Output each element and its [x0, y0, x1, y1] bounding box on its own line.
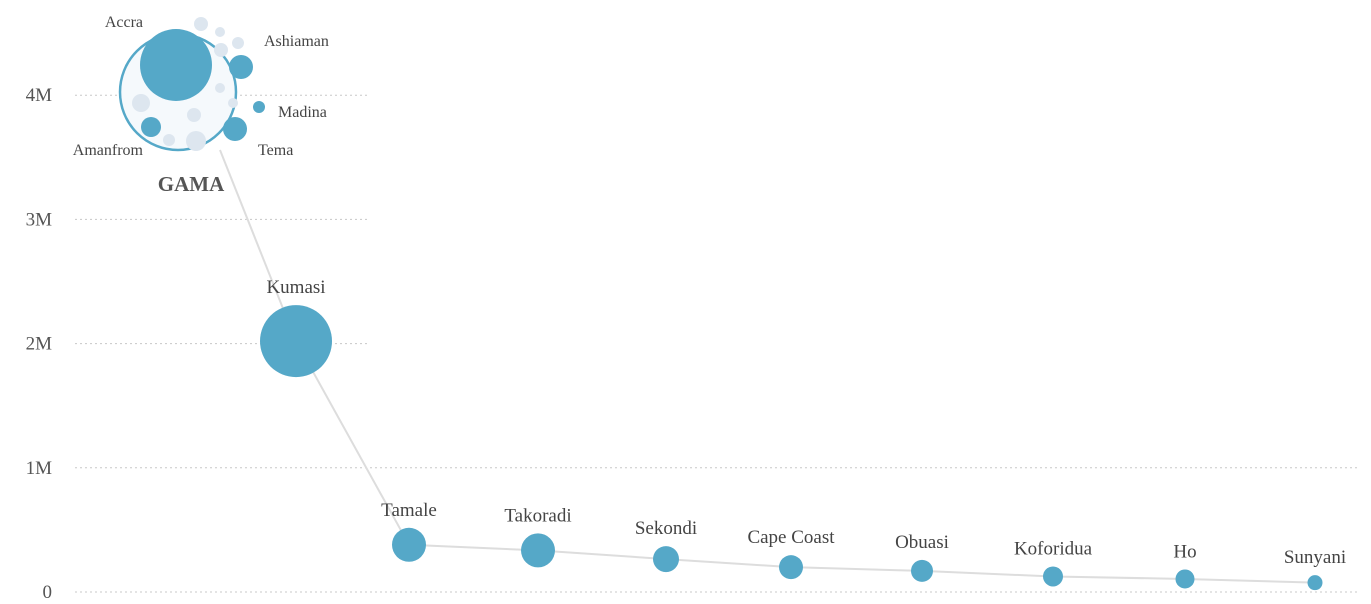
connector-line — [219, 149, 1316, 584]
city-label: Tamale — [381, 500, 437, 521]
gama-member-label: Tema — [258, 142, 293, 159]
gama-member-bubble — [194, 17, 208, 31]
gama-member-bubble — [232, 37, 244, 49]
city-bubbles — [260, 305, 1323, 591]
city-labels: Accra Ashiaman Madina Tema Amanfrom GAMA Kumas… — [73, 14, 1346, 568]
city-label: Sunyani — [1284, 547, 1346, 568]
city-label: Cape Coast — [747, 527, 835, 548]
connector-path — [219, 149, 1316, 584]
city-label: Kumasi — [266, 277, 325, 298]
gama-member-bubble — [215, 83, 225, 93]
city-label: Ho — [1173, 541, 1196, 562]
city-bubble — [392, 527, 426, 562]
gama-member-bubble — [223, 117, 247, 141]
y-axis-ticks: 0 1M 2M 3M 4M — [26, 85, 53, 603]
y-tick-label: 1M — [26, 458, 53, 479]
gama-member-bubble — [163, 134, 175, 146]
gama-member-bubble — [140, 29, 212, 101]
gama-member-bubble — [132, 94, 150, 112]
gama-member-bubble — [187, 108, 201, 122]
city-bubble — [1043, 566, 1063, 587]
city-bubble — [1307, 575, 1323, 591]
y-tick-label: 4M — [26, 85, 53, 106]
city-bubble — [260, 305, 332, 378]
gama-member-label: Madina — [278, 104, 327, 121]
gama-member-bubble — [186, 131, 206, 151]
city-label: Obuasi — [895, 532, 949, 553]
gama-member-bubble — [215, 27, 225, 37]
city-bubble — [779, 555, 803, 580]
gama-member-label: Ashiaman — [264, 33, 329, 50]
y-tick-label: 3M — [26, 209, 53, 230]
gama-member-bubble — [253, 101, 265, 113]
gama-member-label: Amanfrom — [73, 142, 144, 159]
gama-member-bubble — [214, 43, 228, 57]
gama-group-label: GAMA — [158, 172, 225, 196]
city-bubble — [911, 559, 933, 582]
y-tick-label: 0 — [43, 582, 53, 603]
gama-group — [118, 17, 265, 152]
city-label: Sekondi — [635, 518, 697, 539]
gama-member-bubble — [229, 55, 253, 79]
city-label: Takoradi — [504, 505, 571, 526]
city-bubble — [653, 546, 679, 573]
city-label: Koforidua — [1014, 538, 1093, 559]
y-tick-label: 2M — [26, 334, 53, 355]
gama-member-label: Accra — [105, 14, 143, 31]
city-bubble — [521, 533, 555, 568]
gama-member-bubble — [228, 98, 238, 108]
gama-member-bubble — [141, 117, 161, 137]
city-bubble — [1175, 569, 1195, 589]
